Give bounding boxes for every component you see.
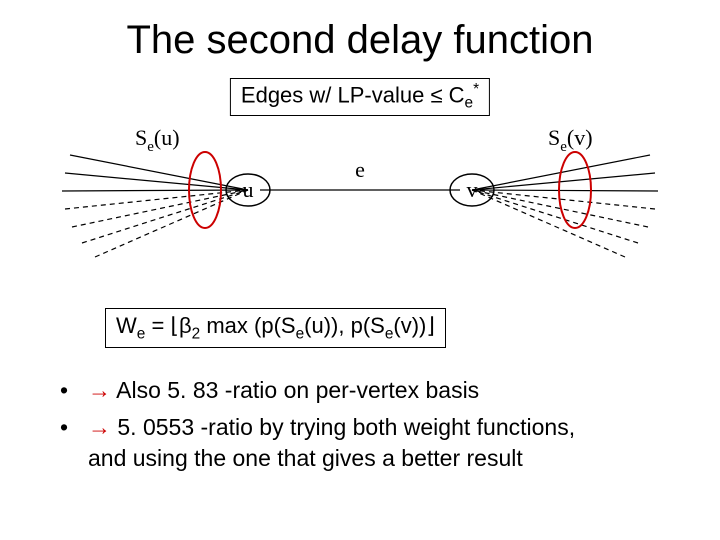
- formula-eq: =: [145, 313, 170, 338]
- slide: The second delay function Edges w/ LP-va…: [0, 0, 720, 540]
- subtitle-le: ≤: [430, 82, 442, 107]
- bullet-1: • → Also 5. 83 -ratio on per-vertex basi…: [60, 375, 680, 406]
- formula-box: We = ⌊β2 max (p(Se(u)), p(Se(v))⌋: [105, 308, 446, 348]
- bullet-1-body: Also 5. 83 -ratio on per-vertex basis: [111, 377, 479, 403]
- label-e: e: [355, 157, 365, 182]
- slide-title: The second delay function: [0, 18, 720, 63]
- formula-rfloor: ⌋: [426, 313, 435, 338]
- bullet-2-text: → 5. 0553 -ratio by trying both weight f…: [88, 412, 575, 474]
- bullets: • → Also 5. 83 -ratio on per-vertex basi…: [60, 375, 680, 480]
- edge-right-2: [472, 173, 655, 190]
- formula-w: W: [116, 313, 137, 338]
- edge-left-7: [95, 190, 248, 257]
- arrow-icon: →: [88, 377, 111, 403]
- subtitle-box: Edges w/ LP-value ≤ Ce*: [230, 78, 490, 116]
- formula-uarg: (u)), p(S: [304, 313, 385, 338]
- formula-mid: max (p(S: [200, 313, 295, 338]
- label-v: v: [467, 177, 478, 202]
- subtitle-c: C: [443, 82, 465, 107]
- label-su: Se(u): [135, 125, 180, 155]
- edge-right-4: [472, 190, 655, 209]
- formula-beta: β: [179, 313, 192, 338]
- subtitle-prefix: Edges w/ LP-value: [241, 82, 431, 107]
- formula-e1: e: [296, 325, 305, 342]
- diagram-svg: u v e Se(u) Se(v): [0, 115, 720, 305]
- bullet-2: • → 5. 0553 -ratio by trying both weight…: [60, 412, 680, 474]
- bullet-dot-2: •: [60, 412, 88, 474]
- label-u: u: [243, 177, 254, 202]
- subtitle-sub: e: [465, 95, 474, 112]
- arrow-icon: →: [88, 414, 111, 440]
- bullet-1-text: → Also 5. 83 -ratio on per-vertex basis: [88, 375, 479, 406]
- edge-right-6: [472, 190, 638, 243]
- formula-varg: (v)): [393, 313, 426, 338]
- bullet-2a: 5. 0553 -ratio by trying both weight fun…: [111, 414, 575, 440]
- formula-lfloor: ⌊: [170, 313, 179, 338]
- formula-two: 2: [192, 325, 201, 342]
- label-sv: Se(v): [548, 125, 593, 155]
- subtitle-sup: *: [473, 81, 479, 98]
- edge-left-6: [82, 190, 248, 243]
- edge-right-7: [472, 190, 625, 257]
- edge-right-3: [472, 190, 658, 191]
- bullet-dot-1: •: [60, 375, 88, 406]
- bullet-2b: and using the one that gives a better re…: [88, 445, 523, 471]
